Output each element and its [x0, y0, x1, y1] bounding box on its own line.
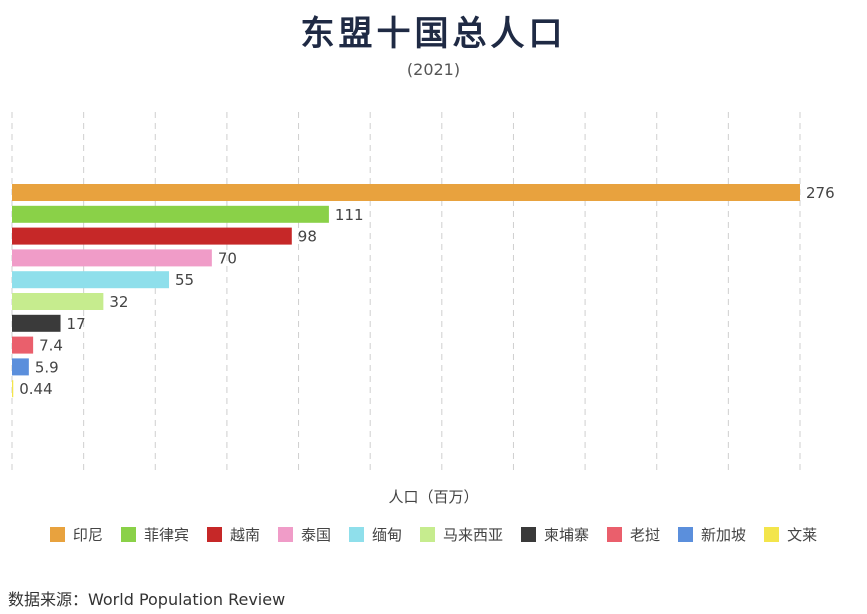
legend-item-7[interactable]: 柬埔寨	[521, 524, 589, 545]
legend-label: 柬埔寨	[544, 526, 590, 544]
legend-label: 新加坡	[701, 526, 747, 544]
legend-swatch	[277, 527, 293, 542]
legend-label: 老挝	[630, 526, 661, 544]
legend-label: 文莱	[787, 526, 818, 544]
bar-9	[12, 358, 29, 376]
value-labels: 276 111 98 70 55 32 177.4 5.9 0.44	[19, 184, 834, 398]
legend-swatch	[120, 527, 136, 542]
legend-item-4[interactable]: 泰国	[277, 524, 331, 545]
legend-item-2[interactable]: 菲律宾	[120, 524, 189, 545]
legend-item-1[interactable]: 印尼	[49, 524, 103, 545]
legend-label: 马来西亚	[443, 526, 504, 544]
legend-item-5[interactable]: 缅甸	[348, 524, 402, 545]
bar-10	[12, 380, 14, 398]
chart-title: 东盟十国总人口	[300, 14, 567, 54]
bar-6	[12, 293, 104, 310]
source-note: 数据来源：World Population Review	[8, 590, 286, 609]
value-label-9: 5.9	[35, 358, 59, 376]
legend-item-9[interactable]: 新加坡	[678, 524, 746, 545]
value-label-1: 276	[806, 184, 835, 202]
legend-label: 泰国	[300, 526, 331, 544]
bar-8	[12, 336, 34, 354]
bar-7	[12, 314, 61, 332]
value-label-10: 0.44	[19, 380, 52, 398]
legend-item-10[interactable]: 文莱	[764, 524, 817, 545]
value-label-5: 55	[175, 271, 194, 289]
legend-swatch	[678, 527, 694, 542]
legend-item-6[interactable]: 马来西亚	[420, 524, 503, 545]
chart-subtitle: (2021)	[406, 60, 461, 79]
legend-swatch	[348, 527, 364, 542]
value-label-7: 17	[67, 315, 86, 333]
value-label-8: 7.4	[39, 337, 63, 355]
legend: 印尼 菲律宾 越南 泰国 缅甸 马来西亚 柬埔寨 老挝 新加坡 文莱	[0, 524, 867, 545]
bar-4	[12, 249, 212, 267]
value-label-2: 111	[335, 206, 364, 224]
value-label-4: 70	[218, 249, 237, 267]
bar-5	[12, 271, 170, 289]
bar-2	[12, 205, 329, 223]
grid-lines	[11, 112, 801, 474]
legend-label: 缅甸	[371, 526, 402, 544]
legend-item-8[interactable]: 老挝	[607, 524, 660, 545]
legend-swatch	[764, 527, 780, 542]
legend-item-3[interactable]: 越南	[206, 524, 260, 545]
x-axis-label: 人口（百万）	[388, 488, 479, 506]
bar-3	[12, 227, 292, 245]
legend-swatch	[521, 527, 537, 542]
value-label-3: 98	[298, 228, 317, 246]
legend-swatch	[49, 527, 65, 542]
bars	[12, 184, 800, 398]
legend-swatch	[420, 527, 435, 542]
legend-swatch	[607, 527, 623, 542]
legend-label: 菲律宾	[143, 526, 189, 544]
legend-label: 印尼	[72, 526, 103, 544]
bar-1	[12, 184, 800, 201]
value-label-6: 32	[109, 293, 128, 311]
legend-label: 越南	[229, 526, 260, 544]
legend-swatch	[206, 527, 222, 542]
